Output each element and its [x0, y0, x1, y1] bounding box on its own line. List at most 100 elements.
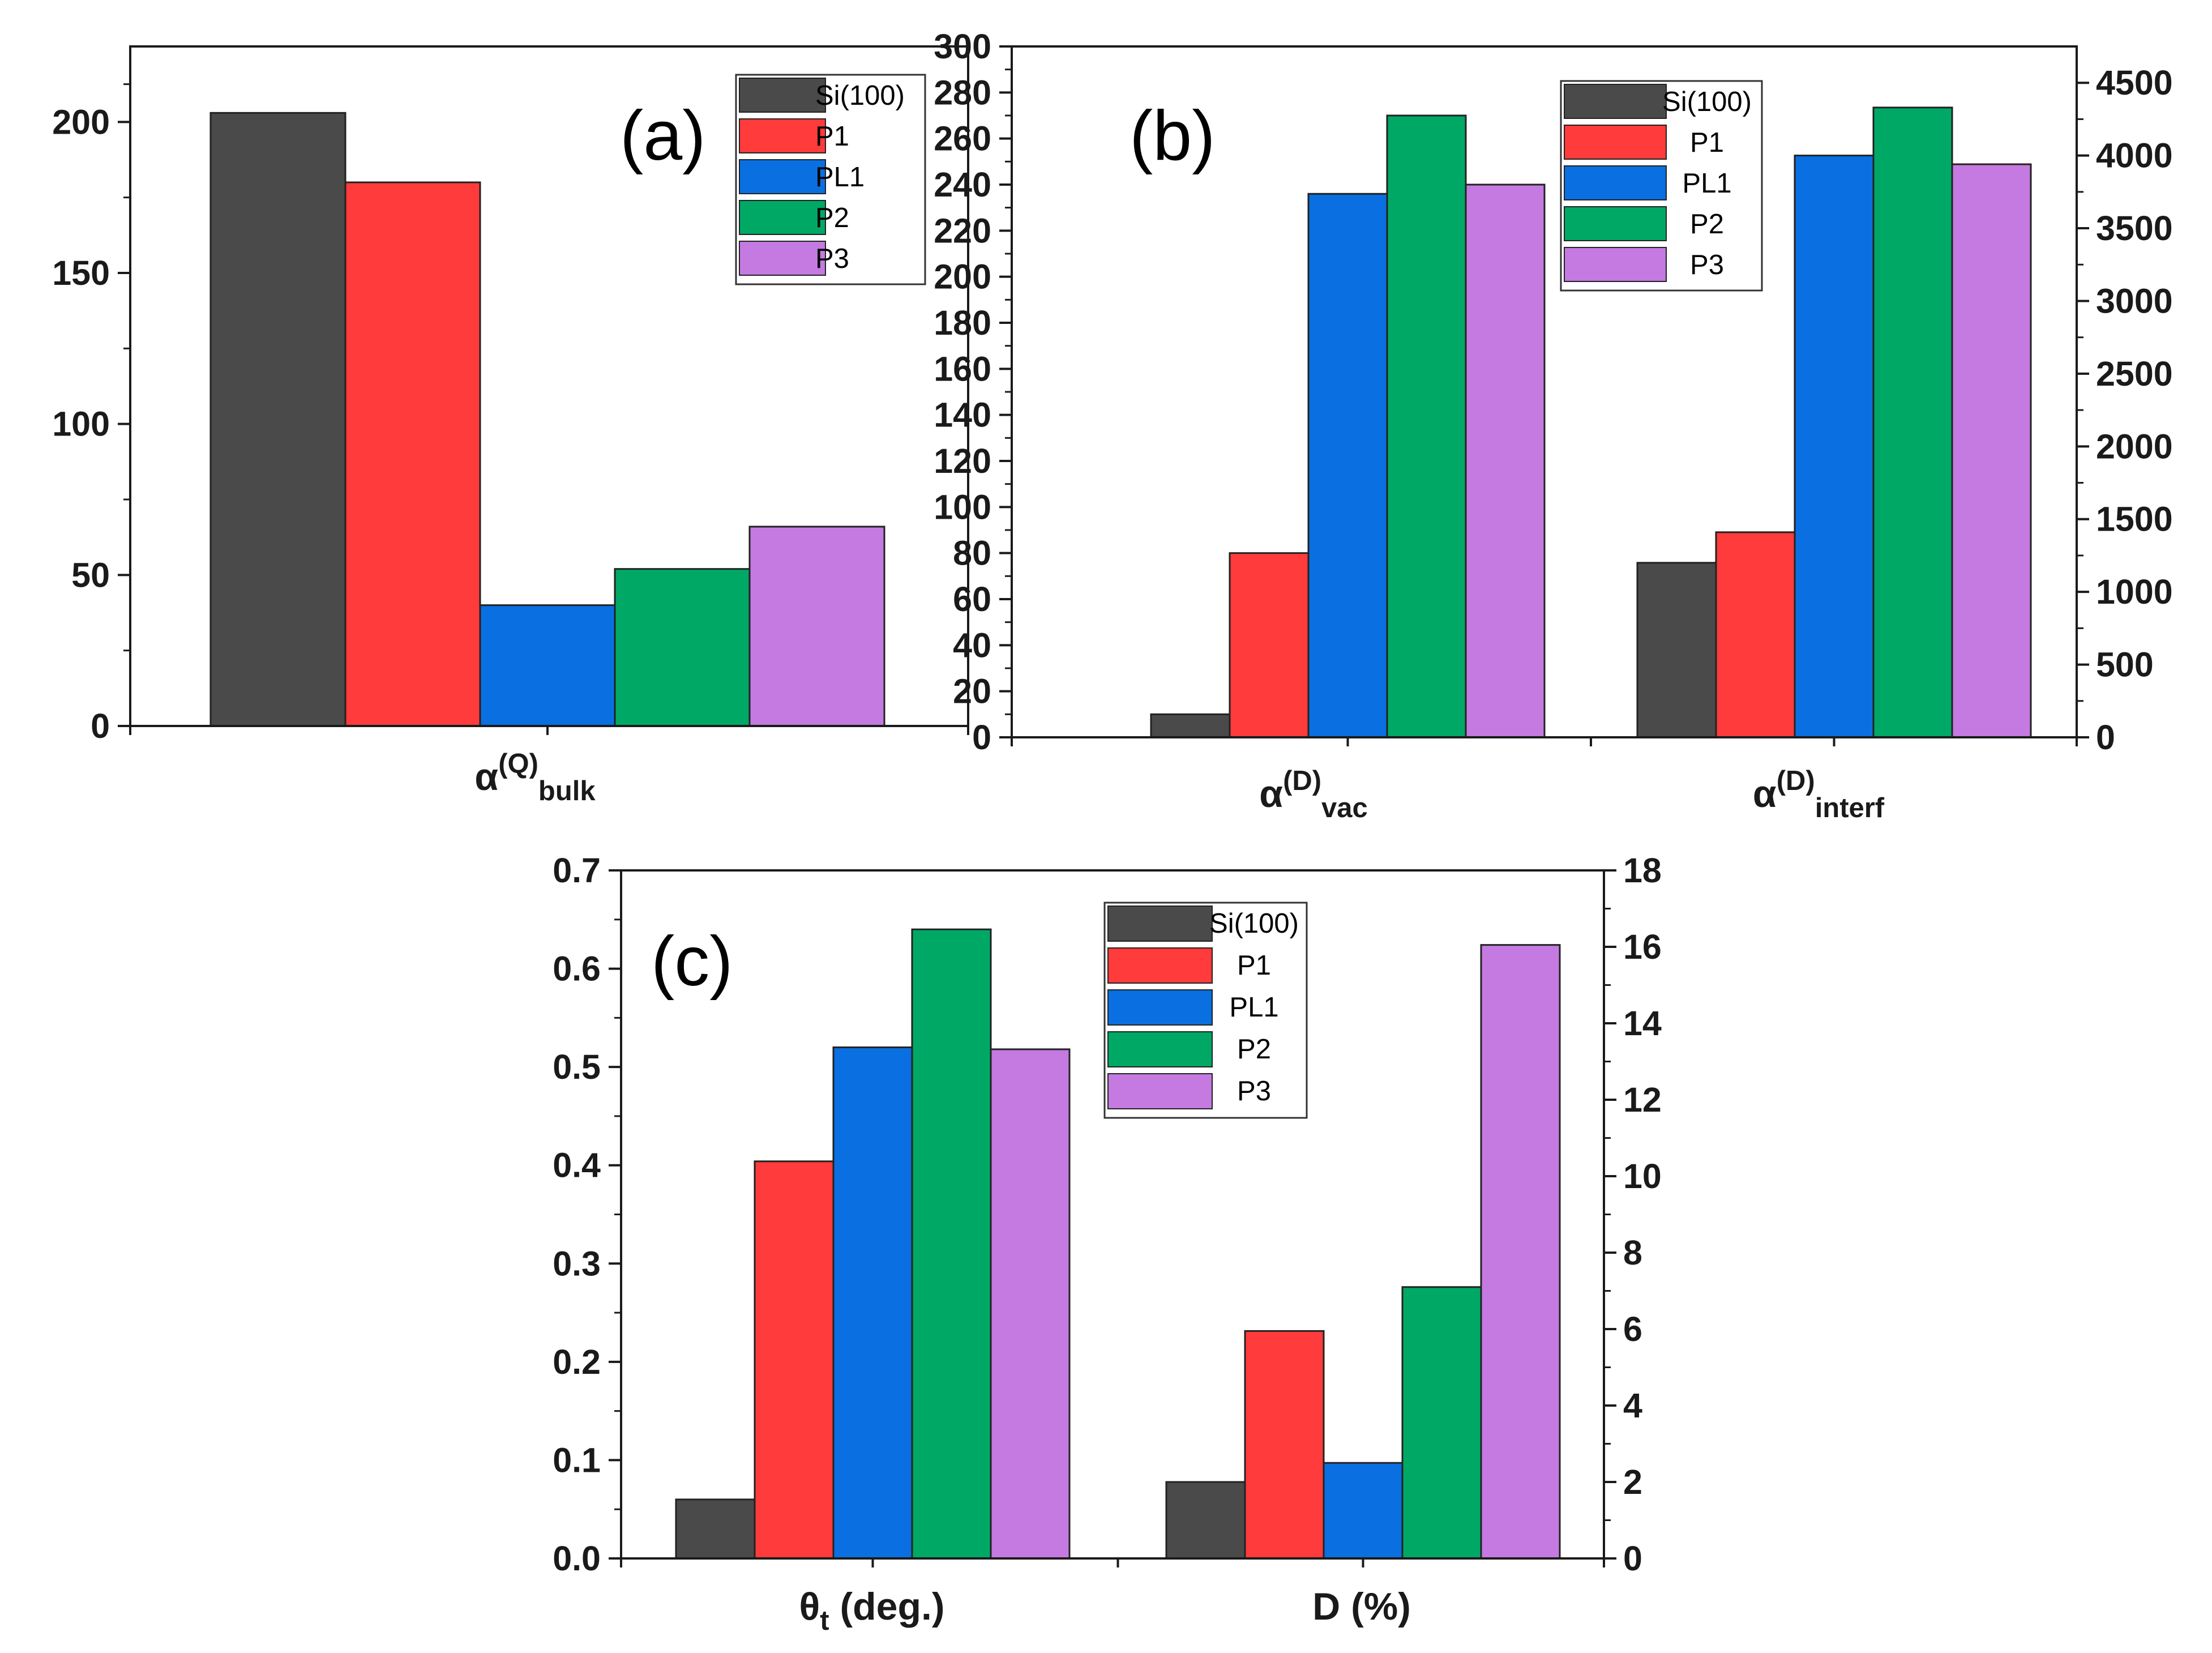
bar-si100-1 — [675, 1498, 756, 1560]
legend-swatch — [739, 118, 826, 153]
bar-p1-1 — [344, 181, 481, 727]
y-left-tick-label: 0.0 — [553, 1539, 601, 1578]
y-left-tick-label: 120 — [934, 442, 991, 480]
legend-entry-label: Si(100) — [1209, 908, 1299, 939]
y-right-tick-label: 0 — [1623, 1539, 1642, 1578]
y-left-tick-label: 100 — [52, 405, 110, 443]
y-left-tick-label: 260 — [934, 119, 991, 158]
legend-entry-label: Si(100) — [1662, 87, 1752, 117]
legend-entry-label: P2 — [815, 203, 849, 233]
y-right-tick-label: 1500 — [2096, 500, 2173, 539]
legend-entry-label: P1 — [815, 121, 849, 152]
legend-swatch — [739, 78, 826, 113]
bar-p3-1 — [748, 526, 885, 727]
y-right-tick-label: 0 — [2096, 718, 2115, 757]
x-category-label: α(Q)bulk — [474, 749, 596, 806]
legend-entry-label: P2 — [1237, 1034, 1271, 1065]
y-right-tick-label: 6 — [1623, 1310, 1642, 1348]
y-right-tick-label: 500 — [2096, 646, 2154, 684]
legend-swatch — [1107, 905, 1213, 942]
legend-swatch — [739, 159, 826, 194]
y-left-tick-label: 240 — [934, 165, 991, 204]
y-left-tick-label: 280 — [934, 73, 991, 112]
panel-c: 0.0 0.1 0.2 0.3 0.4 0.5 0.6 0.7 0 2 4 6 8 10 12 14 16 18 θ… — [553, 851, 1662, 1636]
x-category-label: θt (deg.) — [799, 1585, 944, 1636]
y-left-tick-label: 0.6 — [553, 950, 601, 988]
panel-b: 0 20 40 60 80 100 120 140 160 180 200 220 240 260 280 3… — [934, 27, 2172, 823]
y-left-tick-label: 220 — [934, 211, 991, 250]
bar-si100-2 — [1165, 1481, 1246, 1560]
bar-pl1-1 — [479, 604, 616, 727]
bar-pl1-2 — [1794, 155, 1875, 738]
bar-p3-1 — [990, 1048, 1071, 1560]
legend-swatch — [1107, 989, 1213, 1026]
legend-swatch — [1107, 947, 1213, 984]
panel-a: 0 50 100 150 200 α(Q)bulk (a) Si(100) P1 PL1 P2 P3 — [52, 45, 969, 806]
y-right-tick-label: 4 — [1623, 1386, 1642, 1425]
legend-entry-label: P3 — [1237, 1076, 1271, 1107]
y-left-tick-label: 0.2 — [553, 1343, 601, 1381]
y-right-tick-label: 1000 — [2096, 573, 2173, 611]
y-left-tick-label: 200 — [52, 102, 110, 141]
bar-p1-2 — [1244, 1330, 1325, 1560]
bar-p3-2 — [1480, 944, 1561, 1560]
bar-pl1-2 — [1323, 1462, 1404, 1560]
bar-p2-1 — [911, 928, 992, 1560]
y-right-tick-label: 10 — [1623, 1157, 1662, 1195]
legend-swatch — [1107, 1073, 1213, 1109]
y-left-tick-label: 0.7 — [553, 851, 601, 890]
legend-entry-label: PL1 — [815, 162, 865, 193]
x-category-label: α(D)interf — [1753, 766, 1885, 823]
legend-swatch — [1564, 247, 1667, 282]
y-right-tick-label: 2 — [1623, 1463, 1642, 1501]
y-left-tick-label: 0 — [972, 718, 991, 757]
y-right-tick-label: 3000 — [2096, 281, 2173, 320]
y-left-tick-label: 20 — [953, 672, 991, 711]
y-right-tick-label: 3500 — [2096, 209, 2173, 247]
y-left-tick-label: 200 — [934, 258, 991, 296]
y-left-tick-label: 0.5 — [553, 1048, 601, 1086]
y-left-tick-label: 40 — [953, 626, 991, 664]
bar-p2-2 — [1401, 1286, 1482, 1560]
y-left-tick-label: 140 — [934, 396, 991, 434]
y-right-tick-label: 8 — [1623, 1233, 1642, 1272]
legend-entry-label: Si(100) — [815, 80, 905, 111]
bar-p2-1 — [614, 568, 751, 727]
legend-swatch — [1564, 125, 1667, 160]
y-left-tick-label: 100 — [934, 488, 991, 526]
panel-label: (b) — [1129, 97, 1216, 175]
y-left-tick-label: 0.4 — [553, 1146, 601, 1185]
bar-p1-2 — [1715, 531, 1796, 738]
bar-si100-1 — [209, 112, 346, 727]
legend-entry-label: P3 — [815, 244, 849, 274]
legend-entry-label: PL1 — [1682, 168, 1731, 199]
legend-swatch — [739, 200, 826, 235]
legend-entry-label: P1 — [1237, 950, 1271, 981]
bar-p1-1 — [1229, 552, 1310, 738]
legend-entry-label: P1 — [1690, 127, 1724, 158]
y-left-tick-label: 300 — [934, 27, 991, 66]
bar-p2-2 — [1872, 106, 1953, 738]
y-left-tick-label: 0.1 — [553, 1441, 601, 1479]
bar-p2-1 — [1386, 114, 1467, 738]
legend-entry-label: P2 — [1690, 209, 1724, 240]
y-left-tick-label: 0.3 — [553, 1244, 601, 1283]
x-category-label: α(D)vac — [1259, 766, 1367, 823]
y-left-tick-label: 60 — [953, 580, 991, 618]
legend-swatch — [1107, 1031, 1213, 1067]
panel-label: (c) — [651, 922, 733, 1001]
legend-entry-label: P3 — [1690, 250, 1724, 280]
y-left-tick-label: 80 — [953, 534, 991, 573]
y-right-tick-label: 18 — [1623, 851, 1662, 890]
legend-entry-label: PL1 — [1229, 992, 1278, 1023]
bar-si100-2 — [1636, 562, 1717, 738]
y-right-tick-label: 4500 — [2096, 63, 2173, 102]
legend-swatch — [739, 241, 826, 276]
y-right-tick-label: 4000 — [2096, 136, 2173, 175]
bar-p1-1 — [754, 1160, 835, 1560]
bar-p3-1 — [1465, 183, 1546, 738]
y-left-tick-label: 150 — [52, 254, 110, 292]
legend-swatch — [1564, 206, 1667, 241]
bar-pl1-1 — [832, 1046, 913, 1560]
